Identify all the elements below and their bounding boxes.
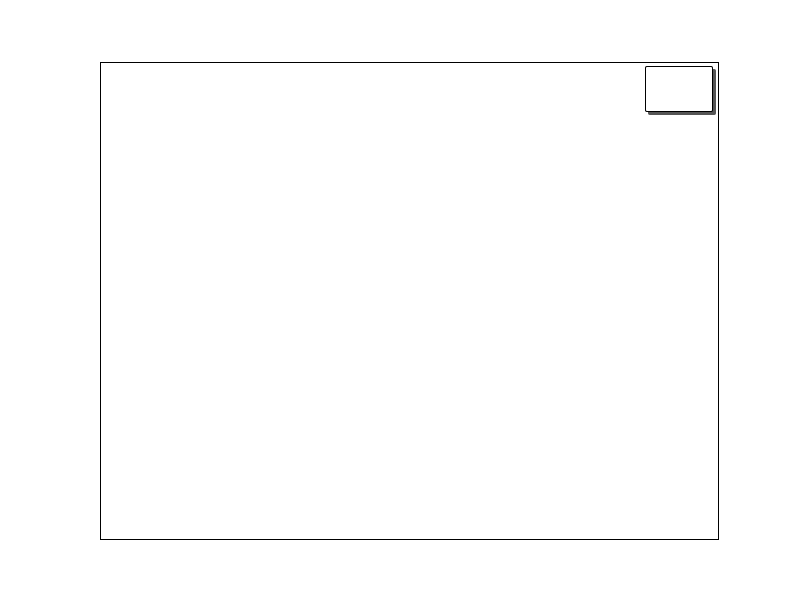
fp-color-swatch xyxy=(653,97,677,106)
tp-color-swatch xyxy=(653,72,677,81)
legend-item-tp xyxy=(653,72,705,81)
legend xyxy=(645,66,713,112)
plot-area xyxy=(100,62,719,540)
legend-item-fp xyxy=(653,97,705,106)
